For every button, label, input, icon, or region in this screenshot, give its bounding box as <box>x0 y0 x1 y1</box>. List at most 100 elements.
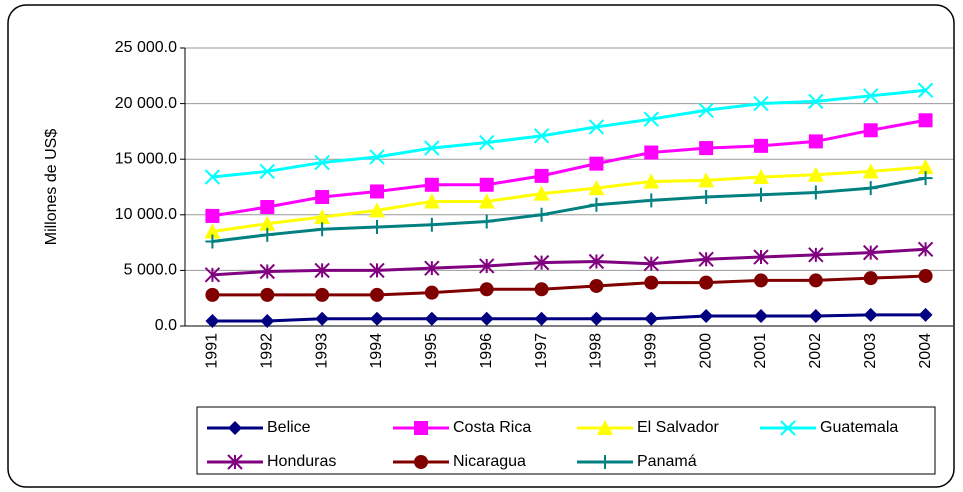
marker <box>588 119 605 135</box>
legend-marker <box>780 420 796 436</box>
legend-marker <box>414 455 428 469</box>
marker <box>424 217 439 232</box>
x-tick-label: 1998 <box>588 333 605 369</box>
marker <box>314 154 330 171</box>
marker <box>369 202 385 218</box>
marker <box>808 273 823 288</box>
marker <box>589 278 604 293</box>
marker <box>918 113 933 128</box>
y-tick-label: 10 000.0 <box>115 206 177 223</box>
y-axis-label: Millones de US$ <box>43 129 60 246</box>
marker <box>643 173 660 189</box>
marker <box>424 177 439 192</box>
marker <box>534 282 549 297</box>
marker <box>260 313 275 328</box>
legend-marker <box>598 455 612 469</box>
marker <box>863 271 878 286</box>
marker <box>863 88 879 104</box>
marker <box>699 308 714 323</box>
marker <box>259 163 275 180</box>
x-tick-label: 1993 <box>313 333 330 369</box>
x-tick-label: 1992 <box>259 333 276 369</box>
marker <box>424 285 439 300</box>
marker <box>205 313 220 328</box>
marker <box>424 260 440 276</box>
x-tick-label: 1996 <box>478 333 495 369</box>
marker <box>315 190 330 205</box>
marker <box>699 141 714 156</box>
marker <box>808 308 823 323</box>
marker <box>204 267 221 283</box>
marker <box>917 241 934 257</box>
marker <box>643 111 659 127</box>
y-tick-label: 5 000.0 <box>124 262 177 279</box>
marker <box>754 187 768 202</box>
marker <box>260 227 275 242</box>
marker <box>315 222 330 237</box>
y-tick-label: 0.0 <box>155 317 177 334</box>
marker <box>205 208 220 223</box>
marker <box>918 268 933 283</box>
x-tick-label: 2000 <box>697 333 714 369</box>
series-line <box>212 165 926 233</box>
marker <box>808 185 823 200</box>
marker <box>588 253 605 270</box>
marker <box>533 185 550 201</box>
marker <box>534 311 549 326</box>
marker <box>370 220 384 235</box>
series-line <box>212 88 926 179</box>
legend-label: Honduras <box>267 453 336 470</box>
legend-marker <box>597 420 613 435</box>
marker <box>863 244 879 261</box>
marker <box>754 138 768 153</box>
x-tick-label: 2004 <box>917 333 934 369</box>
marker <box>698 172 715 188</box>
marker <box>644 145 659 160</box>
marker <box>918 307 933 322</box>
marker <box>644 193 659 208</box>
marker <box>753 95 769 112</box>
x-tick-label: 1999 <box>643 333 660 369</box>
marker <box>479 258 495 274</box>
marker <box>479 311 494 326</box>
marker <box>370 184 384 199</box>
marker <box>370 311 384 326</box>
marker <box>808 93 824 110</box>
marker <box>589 156 604 171</box>
x-tick-label: 1995 <box>423 333 440 369</box>
marker <box>424 311 439 326</box>
x-tick-label: 2003 <box>862 333 879 369</box>
series-line <box>212 313 926 323</box>
marker <box>589 197 604 212</box>
series-line <box>212 118 926 218</box>
marker <box>479 214 494 229</box>
legend-label: Panamá <box>637 453 697 470</box>
marker <box>260 287 275 302</box>
marker <box>534 207 549 222</box>
marker <box>424 140 440 156</box>
marker <box>644 275 659 290</box>
marker <box>753 168 769 184</box>
marker <box>369 262 385 279</box>
legend-marker <box>227 454 243 470</box>
marker <box>204 223 221 239</box>
marker <box>917 158 934 174</box>
marker <box>533 128 550 144</box>
legend-label: Nicaragua <box>453 453 526 470</box>
marker <box>918 171 933 186</box>
marker <box>478 193 495 209</box>
marker <box>205 287 220 302</box>
series-line <box>212 247 926 277</box>
marker <box>479 177 494 192</box>
chart-frame <box>7 4 955 488</box>
marker <box>698 251 714 267</box>
y-tick-label: 25 000.0 <box>115 39 177 56</box>
x-tick-label: 2002 <box>807 333 824 369</box>
marker <box>260 200 275 215</box>
series-line <box>212 176 926 243</box>
marker <box>423 193 440 209</box>
marker <box>699 190 714 205</box>
marker <box>917 82 934 98</box>
series-line <box>212 274 926 297</box>
